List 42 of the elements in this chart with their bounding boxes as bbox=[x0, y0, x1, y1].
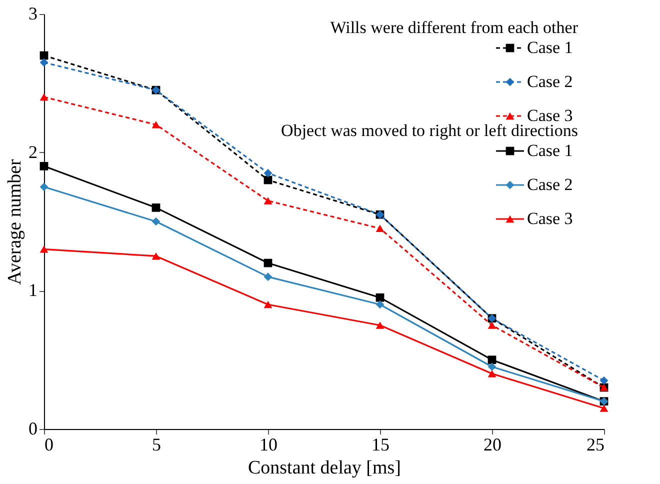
x-tick-label: 25 bbox=[586, 434, 604, 454]
point bbox=[40, 162, 48, 170]
point bbox=[264, 300, 272, 308]
x-tick-label: 15 bbox=[372, 434, 390, 454]
point bbox=[152, 121, 160, 128]
point bbox=[600, 404, 608, 412]
legend-label: Case 1 bbox=[527, 38, 573, 57]
y-tick-label: 0 bbox=[28, 418, 38, 438]
y-tick-label: 3 bbox=[28, 4, 38, 24]
point bbox=[376, 322, 384, 329]
point bbox=[376, 300, 384, 309]
point bbox=[488, 322, 496, 329]
point bbox=[264, 197, 272, 204]
point bbox=[40, 93, 48, 101]
point bbox=[600, 376, 608, 385]
y-axis-title: Average number bbox=[4, 158, 26, 285]
point bbox=[488, 356, 496, 364]
x-axis-title: Constant delay [ms] bbox=[248, 458, 402, 478]
legend-label: Case 2 bbox=[527, 175, 573, 194]
point bbox=[264, 168, 272, 178]
point bbox=[264, 272, 272, 282]
point bbox=[152, 217, 160, 226]
point bbox=[488, 370, 496, 378]
x-tick-label: 20 bbox=[484, 434, 502, 454]
point bbox=[152, 203, 160, 212]
point bbox=[40, 182, 48, 192]
point bbox=[376, 293, 384, 302]
point bbox=[40, 246, 48, 253]
x-tick-label: 0 bbox=[44, 434, 54, 454]
point bbox=[264, 258, 272, 268]
legend-label: Case 3 bbox=[527, 209, 573, 228]
point bbox=[488, 362, 496, 371]
legend-label: Case 1 bbox=[527, 141, 573, 160]
y-tick-label: 1 bbox=[28, 280, 38, 300]
x-tick-label: 5 bbox=[152, 434, 161, 454]
x-tick-label: 10 bbox=[260, 434, 278, 454]
point bbox=[376, 224, 384, 232]
annotation: Wills were different from each other bbox=[330, 18, 578, 37]
point bbox=[152, 252, 160, 260]
legend-label: Case 2 bbox=[527, 72, 573, 91]
point bbox=[40, 58, 48, 67]
y-tick-label: 2 bbox=[28, 142, 38, 162]
